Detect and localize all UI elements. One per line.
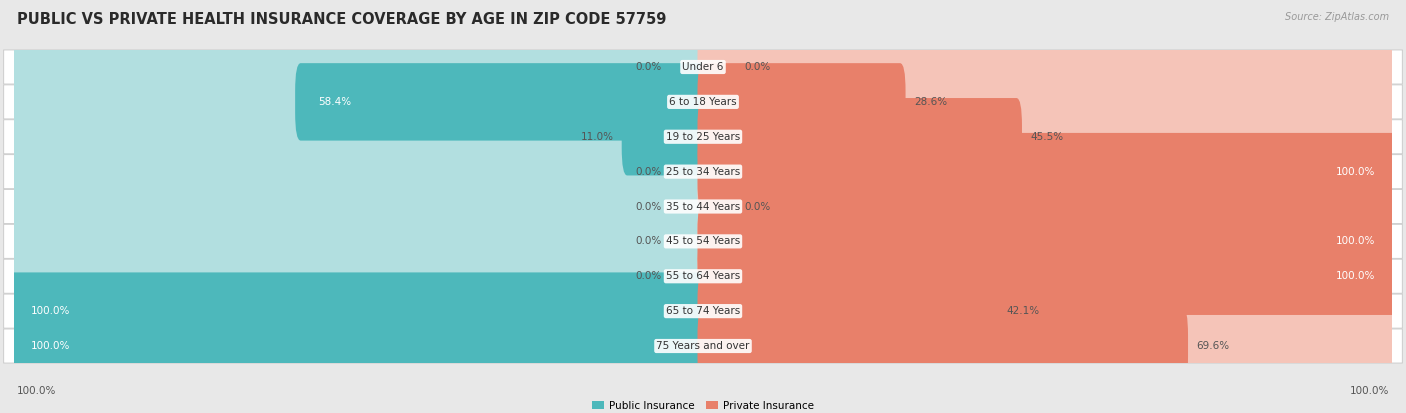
FancyBboxPatch shape xyxy=(8,273,709,350)
FancyBboxPatch shape xyxy=(4,190,1402,223)
FancyBboxPatch shape xyxy=(4,50,1402,84)
Text: 0.0%: 0.0% xyxy=(636,271,662,281)
Text: 55 to 64 Years: 55 to 64 Years xyxy=(666,271,740,281)
FancyBboxPatch shape xyxy=(8,273,709,350)
Legend: Public Insurance, Private Insurance: Public Insurance, Private Insurance xyxy=(588,396,818,413)
Text: 42.1%: 42.1% xyxy=(1007,306,1040,316)
FancyBboxPatch shape xyxy=(8,133,709,210)
Text: 45.5%: 45.5% xyxy=(1031,132,1063,142)
FancyBboxPatch shape xyxy=(4,329,1402,363)
Text: 0.0%: 0.0% xyxy=(636,166,662,177)
Text: 100.0%: 100.0% xyxy=(31,306,70,316)
Text: 11.0%: 11.0% xyxy=(581,132,613,142)
Text: 0.0%: 0.0% xyxy=(744,202,770,211)
FancyBboxPatch shape xyxy=(8,98,709,176)
FancyBboxPatch shape xyxy=(621,98,709,176)
FancyBboxPatch shape xyxy=(4,120,1402,154)
FancyBboxPatch shape xyxy=(4,224,1402,259)
FancyBboxPatch shape xyxy=(697,307,1398,385)
FancyBboxPatch shape xyxy=(4,154,1402,189)
FancyBboxPatch shape xyxy=(697,168,1398,245)
Text: 0.0%: 0.0% xyxy=(744,62,770,72)
FancyBboxPatch shape xyxy=(8,307,709,385)
Text: 100.0%: 100.0% xyxy=(1336,271,1375,281)
FancyBboxPatch shape xyxy=(697,63,1398,140)
FancyBboxPatch shape xyxy=(697,133,1398,210)
FancyBboxPatch shape xyxy=(697,28,1398,106)
Text: 100.0%: 100.0% xyxy=(17,387,56,396)
FancyBboxPatch shape xyxy=(697,237,1398,315)
Text: Source: ZipAtlas.com: Source: ZipAtlas.com xyxy=(1285,12,1389,22)
Text: 69.6%: 69.6% xyxy=(1197,341,1229,351)
FancyBboxPatch shape xyxy=(697,203,1398,280)
Text: 75 Years and over: 75 Years and over xyxy=(657,341,749,351)
Text: 0.0%: 0.0% xyxy=(636,202,662,211)
Text: Under 6: Under 6 xyxy=(682,62,724,72)
Text: 100.0%: 100.0% xyxy=(1336,166,1375,177)
FancyBboxPatch shape xyxy=(295,63,709,140)
FancyBboxPatch shape xyxy=(8,307,709,385)
FancyBboxPatch shape xyxy=(697,63,905,140)
FancyBboxPatch shape xyxy=(8,168,709,245)
FancyBboxPatch shape xyxy=(4,259,1402,293)
Text: PUBLIC VS PRIVATE HEALTH INSURANCE COVERAGE BY AGE IN ZIP CODE 57759: PUBLIC VS PRIVATE HEALTH INSURANCE COVER… xyxy=(17,12,666,27)
FancyBboxPatch shape xyxy=(8,28,709,106)
Text: 35 to 44 Years: 35 to 44 Years xyxy=(666,202,740,211)
FancyBboxPatch shape xyxy=(697,98,1022,176)
FancyBboxPatch shape xyxy=(697,203,1398,280)
FancyBboxPatch shape xyxy=(697,307,1188,385)
Text: 100.0%: 100.0% xyxy=(31,341,70,351)
FancyBboxPatch shape xyxy=(697,237,1398,315)
Text: 0.0%: 0.0% xyxy=(636,62,662,72)
FancyBboxPatch shape xyxy=(697,98,1398,176)
Text: 28.6%: 28.6% xyxy=(914,97,946,107)
FancyBboxPatch shape xyxy=(697,133,1398,210)
Text: 6 to 18 Years: 6 to 18 Years xyxy=(669,97,737,107)
FancyBboxPatch shape xyxy=(4,294,1402,328)
Text: 19 to 25 Years: 19 to 25 Years xyxy=(666,132,740,142)
FancyBboxPatch shape xyxy=(8,237,709,315)
FancyBboxPatch shape xyxy=(8,63,709,140)
Text: 25 to 34 Years: 25 to 34 Years xyxy=(666,166,740,177)
Text: 100.0%: 100.0% xyxy=(1336,236,1375,247)
FancyBboxPatch shape xyxy=(697,273,1398,350)
Text: 58.4%: 58.4% xyxy=(318,97,352,107)
Text: 0.0%: 0.0% xyxy=(636,236,662,247)
FancyBboxPatch shape xyxy=(8,203,709,280)
FancyBboxPatch shape xyxy=(697,273,998,350)
FancyBboxPatch shape xyxy=(4,85,1402,119)
Text: 65 to 74 Years: 65 to 74 Years xyxy=(666,306,740,316)
Text: 45 to 54 Years: 45 to 54 Years xyxy=(666,236,740,247)
Text: 100.0%: 100.0% xyxy=(1350,387,1389,396)
